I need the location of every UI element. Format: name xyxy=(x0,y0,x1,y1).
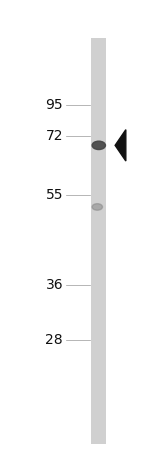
Text: 36: 36 xyxy=(45,278,63,292)
Text: 55: 55 xyxy=(46,188,63,202)
Bar xyxy=(91,38,106,444)
Text: 72: 72 xyxy=(46,129,63,143)
Text: 28: 28 xyxy=(45,333,63,347)
Ellipse shape xyxy=(92,141,105,150)
Polygon shape xyxy=(115,130,126,161)
Text: 95: 95 xyxy=(45,98,63,112)
Ellipse shape xyxy=(92,204,102,210)
